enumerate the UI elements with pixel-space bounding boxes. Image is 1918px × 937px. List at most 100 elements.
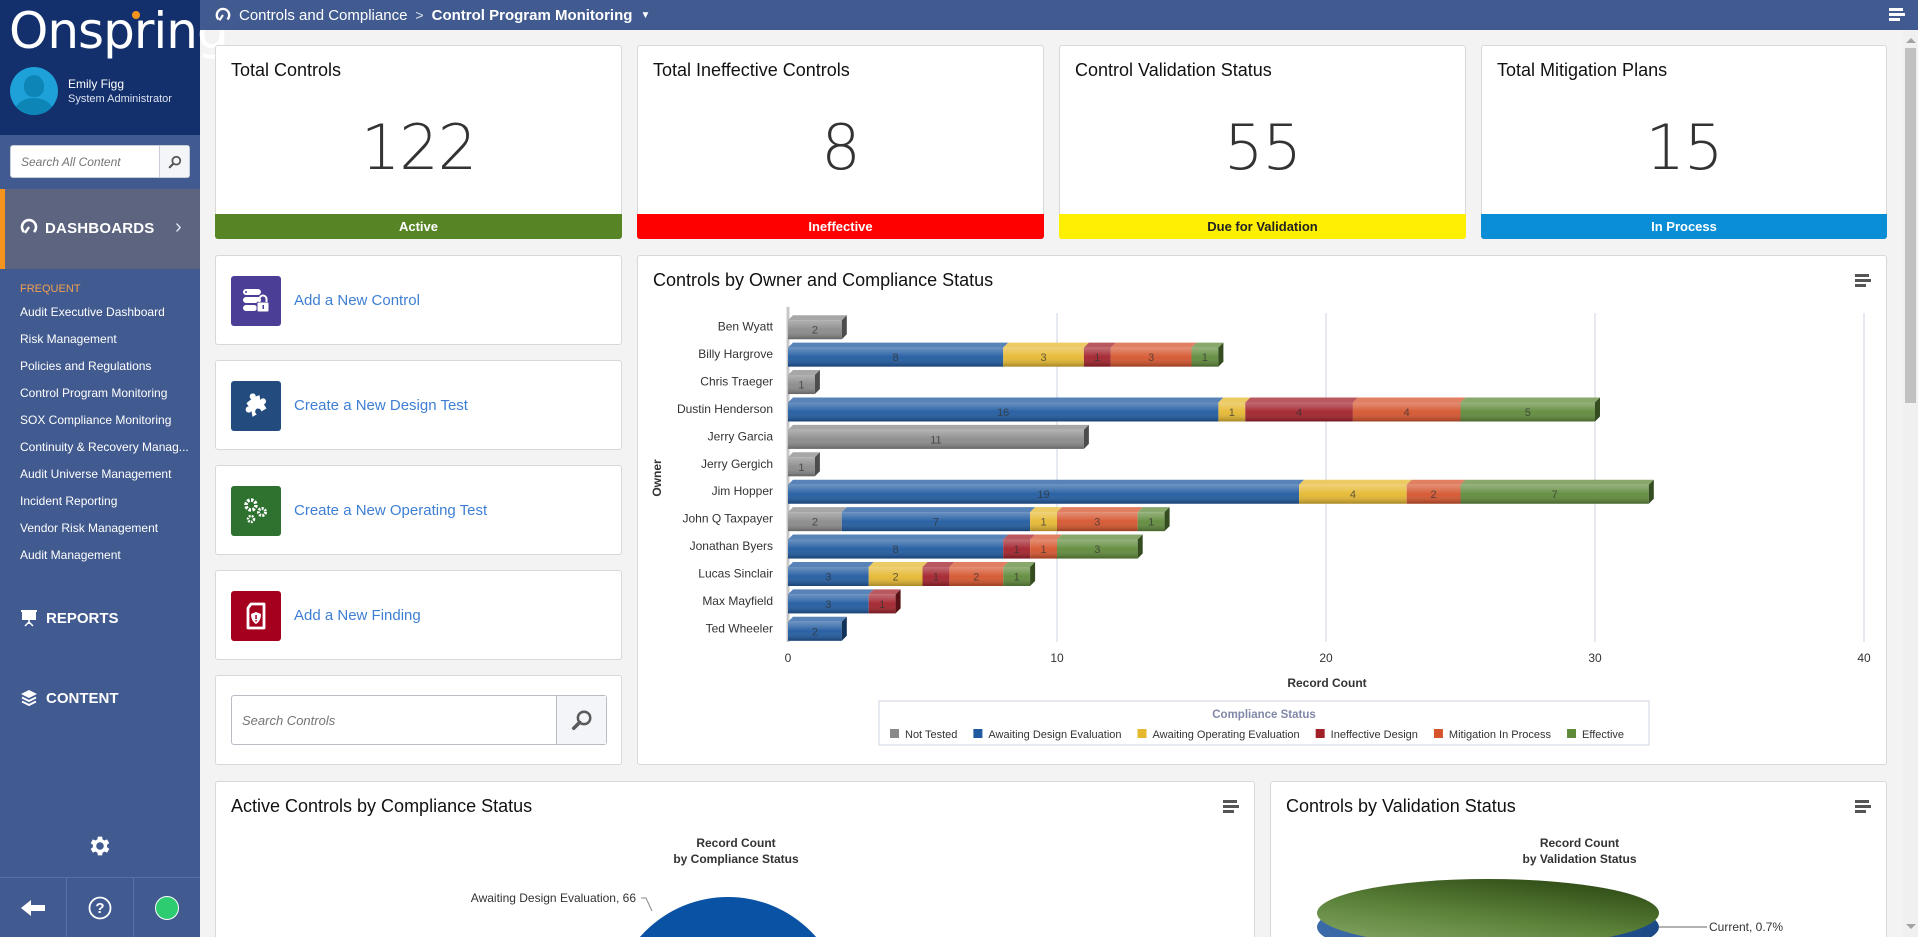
chevron-right-icon: ›	[175, 216, 182, 238]
panel-title: Controls by Owner and Compliance Status	[653, 270, 994, 290]
y-tick-label: Ben Wyatt	[718, 320, 774, 334]
settings-button[interactable]	[87, 833, 113, 864]
bar-segment[interactable]: 1	[1003, 534, 1036, 559]
add-finding-card[interactable]: Add a New Finding	[215, 570, 622, 660]
search-controls-button[interactable]	[556, 696, 606, 744]
chart-menu-button[interactable]	[1223, 800, 1239, 818]
bar-segment[interactable]: 2	[868, 561, 928, 586]
bar-segment[interactable]: 8	[788, 342, 1009, 367]
bar-segment[interactable]: 3	[1057, 507, 1143, 532]
legend-label: Effective	[1582, 729, 1624, 741]
collapse-sidebar-button[interactable]	[0, 878, 67, 937]
caret-down-icon[interactable]: ▼	[640, 9, 651, 21]
legend-item[interactable]: Mitigation In Process	[1433, 729, 1552, 741]
bar-segment[interactable]: 2	[788, 616, 847, 641]
bar-segment[interactable]: 2	[788, 507, 847, 532]
legend-item[interactable]: Awaiting Design Evaluation	[973, 729, 1122, 741]
bar-segment[interactable]: 19	[788, 479, 1305, 504]
bar-segment[interactable]: 1	[1137, 507, 1170, 532]
sidebar-item-reports[interactable]: REPORTS	[20, 609, 119, 627]
frequent-item[interactable]: Continuity & Recovery Manag...	[20, 440, 189, 454]
bar-data-label: 1	[1148, 517, 1154, 529]
breadcrumb-current[interactable]: Control Program Monitoring	[431, 6, 633, 24]
frequent-item[interactable]: Vendor Risk Management	[20, 521, 159, 535]
frequent-item[interactable]: Audit Executive Dashboard	[20, 305, 165, 319]
compliance-pie-chart: Awaiting Design Evaluation, 66	[471, 891, 845, 937]
header-menu-button[interactable]	[1889, 8, 1905, 27]
svg-text:?: ?	[95, 900, 104, 917]
bar-segment[interactable]: 16	[788, 397, 1224, 422]
bar-segment[interactable]: 1	[788, 452, 820, 477]
layers-icon	[21, 690, 37, 707]
chart-menu-button[interactable]	[1855, 274, 1871, 292]
bar-segment[interactable]: 4	[1299, 479, 1412, 504]
frequent-item[interactable]: Risk Management	[20, 332, 117, 346]
bar-segment[interactable]: 4	[1352, 397, 1466, 422]
bar-segment[interactable]: 1	[922, 561, 955, 586]
action-label[interactable]: Create a New Design Test	[294, 397, 468, 414]
bar-segment[interactable]: 4	[1245, 397, 1358, 422]
bar-segment[interactable]: 1	[1083, 342, 1116, 367]
status-indicator-button[interactable]	[134, 878, 200, 937]
bar-data-label: 1	[1014, 571, 1020, 583]
bar-segment[interactable]: 3	[1003, 342, 1089, 367]
global-search-input[interactable]	[11, 146, 159, 177]
menu-lines-icon	[1889, 8, 1905, 21]
chart-menu-button[interactable]	[1855, 800, 1871, 818]
create-operating-test-card[interactable]: Create a New Operating Test	[215, 465, 622, 555]
page-scrollbar[interactable]	[1903, 30, 1918, 937]
bar-segment[interactable]: 2	[949, 561, 1009, 586]
legend-item[interactable]: Ineffective Design	[1315, 729, 1418, 741]
bar-segment[interactable]: 2	[1406, 479, 1466, 504]
stat-card-mitigation-plans[interactable]: Total Mitigation Plans 15 In Process	[1481, 45, 1887, 239]
search-controls-input[interactable]	[232, 696, 556, 744]
bar-segment[interactable]: 3	[1057, 534, 1143, 559]
bar-segment[interactable]: 2	[788, 315, 847, 340]
onspring-logo[interactable]: Onspring	[9, 2, 229, 60]
stat-card-validation-status[interactable]: Control Validation Status 55 Due for Val…	[1059, 45, 1466, 239]
frequent-item[interactable]: Incident Reporting	[20, 494, 118, 508]
frequent-item[interactable]: Audit Management	[20, 548, 121, 562]
bar-segment[interactable]: 7	[1460, 479, 1654, 504]
action-label[interactable]: Create a New Operating Test	[294, 502, 488, 519]
frequent-item[interactable]: Control Program Monitoring	[20, 386, 168, 400]
bar-segment[interactable]: 1	[1030, 534, 1062, 559]
bar-segment[interactable]: 8	[788, 534, 1009, 559]
action-label[interactable]: Add a New Finding	[294, 607, 421, 624]
legend-item[interactable]: Not Tested	[890, 729, 957, 741]
stat-card-ineffective-controls[interactable]: Total Ineffective Controls 8 Ineffective	[637, 45, 1044, 239]
global-search-button[interactable]	[159, 146, 189, 177]
sidebar-item-content[interactable]: CONTENT	[20, 689, 119, 707]
bar-segment[interactable]: 1	[1191, 342, 1224, 367]
scroll-down-arrow-icon[interactable]	[1906, 924, 1916, 929]
user-name[interactable]: Emily Figg	[68, 77, 125, 91]
help-button[interactable]: ?	[67, 878, 134, 937]
frequent-item[interactable]: Policies and Regulations	[20, 359, 152, 373]
breadcrumb-parent[interactable]: Controls and Compliance	[239, 6, 408, 24]
legend-item[interactable]: Effective	[1567, 729, 1624, 741]
bar-segment[interactable]: 3	[1110, 342, 1197, 367]
bar-segment[interactable]: 1	[1003, 561, 1036, 586]
avatar[interactable]	[10, 67, 58, 115]
pie-slice-current[interactable]	[1317, 879, 1659, 937]
create-design-test-card[interactable]: Create a New Design Test	[215, 360, 622, 450]
bar-segment[interactable]: 1	[868, 589, 901, 614]
frequent-item[interactable]: SOX Compliance Monitoring	[20, 413, 172, 427]
frequent-item[interactable]: Audit Universe Management	[20, 467, 172, 481]
sidebar-item-dashboards[interactable]: DASHBOARDS ›	[0, 189, 200, 269]
add-control-card[interactable]: Add a New Control	[215, 255, 622, 345]
scroll-up-arrow-icon[interactable]	[1906, 38, 1916, 43]
bar-segment[interactable]: 3	[788, 561, 874, 586]
bar-segment[interactable]: 1	[1030, 507, 1062, 532]
bar-segment[interactable]: 3	[788, 589, 874, 614]
bar-segment[interactable]: 11	[788, 424, 1089, 449]
legend-item[interactable]: Awaiting Operating Evaluation	[1137, 729, 1300, 741]
stat-card-total-controls[interactable]: Total Controls 122 Active	[215, 45, 622, 239]
pie-slice-awaiting-design-evaluation[interactable]	[611, 897, 845, 937]
bar-segment[interactable]: 5	[1460, 397, 1601, 422]
scroll-thumb[interactable]	[1905, 48, 1916, 403]
bar-segment[interactable]: 1	[788, 370, 820, 395]
bar-segment[interactable]: 1	[1218, 397, 1251, 422]
action-label[interactable]: Add a New Control	[294, 292, 420, 309]
bar-segment[interactable]: 7	[841, 507, 1036, 532]
